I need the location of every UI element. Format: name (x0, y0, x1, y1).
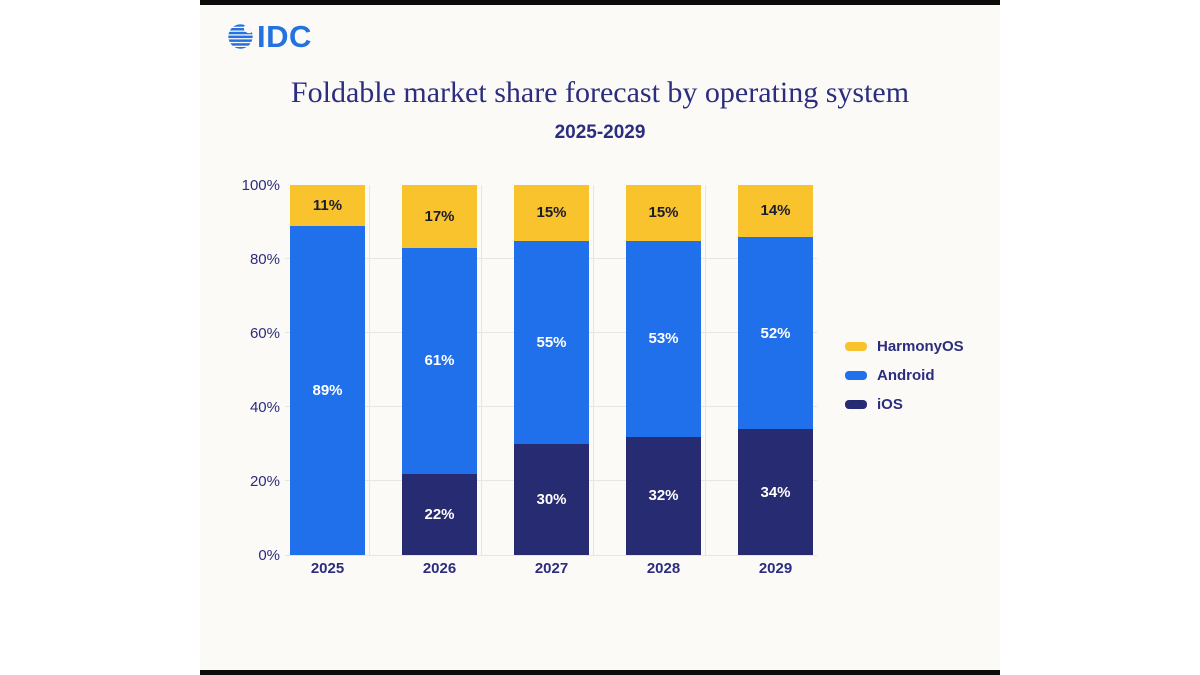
bar-segment-android-2025: 89% (290, 225, 365, 555)
legend: HarmonyOS Android iOS (845, 339, 964, 412)
gridline-horizontal (285, 555, 817, 556)
legend-item-android: Android (845, 368, 964, 383)
frame-bar-bottom (200, 670, 1000, 675)
bar-segment-ios-2029: 34% (738, 429, 813, 555)
bar-segment-harmonyos-2026: 17% (402, 185, 477, 248)
bar-segment-ios-2026: 22% (402, 473, 477, 555)
bar-segment-harmonyos-2027: 15% (514, 185, 589, 241)
idc-logo-text: IDC (257, 19, 312, 54)
legend-swatch-harmonyos (845, 342, 867, 351)
segment-value-label: 22% (424, 505, 455, 523)
infographic-panel: IDC Foldable market share forecast by op… (200, 0, 1000, 675)
gridline-vertical (593, 185, 594, 555)
bar-segment-android-2028: 53% (626, 240, 701, 437)
x-axis-label-2028: 2028 (646, 560, 681, 577)
y-axis-tick-label: 20% (249, 473, 280, 490)
bar-segment-harmonyos-2029: 14% (738, 185, 813, 237)
bar-segment-ios-2027: 30% (514, 444, 589, 555)
legend-item-ios: iOS (845, 397, 964, 412)
segment-value-label: 89% (312, 381, 343, 399)
idc-logo: IDC (227, 21, 312, 52)
segment-value-label: 32% (648, 487, 679, 505)
bar-2026: 17% 61% 22% (402, 185, 477, 555)
segment-value-label: 15% (536, 204, 567, 222)
gridline-vertical (705, 185, 706, 555)
segment-value-label: 55% (536, 333, 567, 351)
chart-subtitle: 2025-2029 (554, 122, 646, 143)
bar-segment-android-2027: 55% (514, 240, 589, 444)
bar-2027: 15% 55% 30% (514, 185, 589, 555)
bar-segment-android-2029: 52% (738, 236, 813, 430)
segment-value-label: 52% (760, 324, 791, 342)
bar-segment-android-2026: 61% (402, 247, 477, 474)
y-axis-tick-label: 60% (249, 325, 280, 342)
segment-value-label: 34% (760, 483, 791, 501)
y-axis-tick-label: 40% (249, 399, 280, 416)
segment-value-label: 30% (536, 491, 567, 508)
bar-segment-ios-2028: 32% (626, 436, 701, 555)
y-axis-tick-label: 100% (241, 177, 280, 194)
gridline-vertical (481, 185, 482, 555)
segment-value-label: 17% (424, 207, 455, 225)
legend-item-harmonyos: HarmonyOS (845, 339, 964, 354)
segment-value-label: 53% (648, 330, 679, 348)
bar-2028: 15% 53% 32% (626, 185, 701, 555)
chart-title: Foldable market share forecast by operat… (290, 76, 910, 109)
x-axis-label-2029: 2029 (758, 560, 793, 577)
bar-2029: 14% 52% 34% (738, 185, 813, 555)
x-axis-label-2027: 2027 (534, 560, 569, 577)
segment-value-label: 61% (424, 352, 455, 370)
legend-label-ios: iOS (877, 396, 903, 413)
gridline-vertical (369, 185, 370, 555)
frame-bar-top (200, 0, 1000, 5)
legend-swatch-android (845, 371, 867, 380)
y-axis-tick-label: 0% (258, 547, 280, 564)
segment-value-label: 15% (648, 204, 679, 222)
idc-globe-icon (228, 24, 253, 49)
y-axis-tick-label: 80% (249, 251, 280, 268)
segment-value-label: 14% (760, 202, 791, 220)
bar-segment-harmonyos-2028: 15% (626, 185, 701, 241)
stacked-bar-chart: 0% 20% 40% 60% 80% 100% 11% 89% 2025 17% 61% 22% 202… (200, 0, 1000, 675)
bar-segment-harmonyos-2025: 11% (290, 185, 365, 226)
segment-value-label: 11% (312, 196, 343, 214)
legend-label-android: Android (877, 367, 935, 384)
bar-2025: 11% 89% (290, 185, 365, 555)
legend-label-harmonyos: HarmonyOS (877, 338, 964, 355)
x-axis-label-2025: 2025 (310, 560, 345, 577)
x-axis-label-2026: 2026 (422, 560, 457, 577)
legend-swatch-ios (845, 400, 867, 409)
